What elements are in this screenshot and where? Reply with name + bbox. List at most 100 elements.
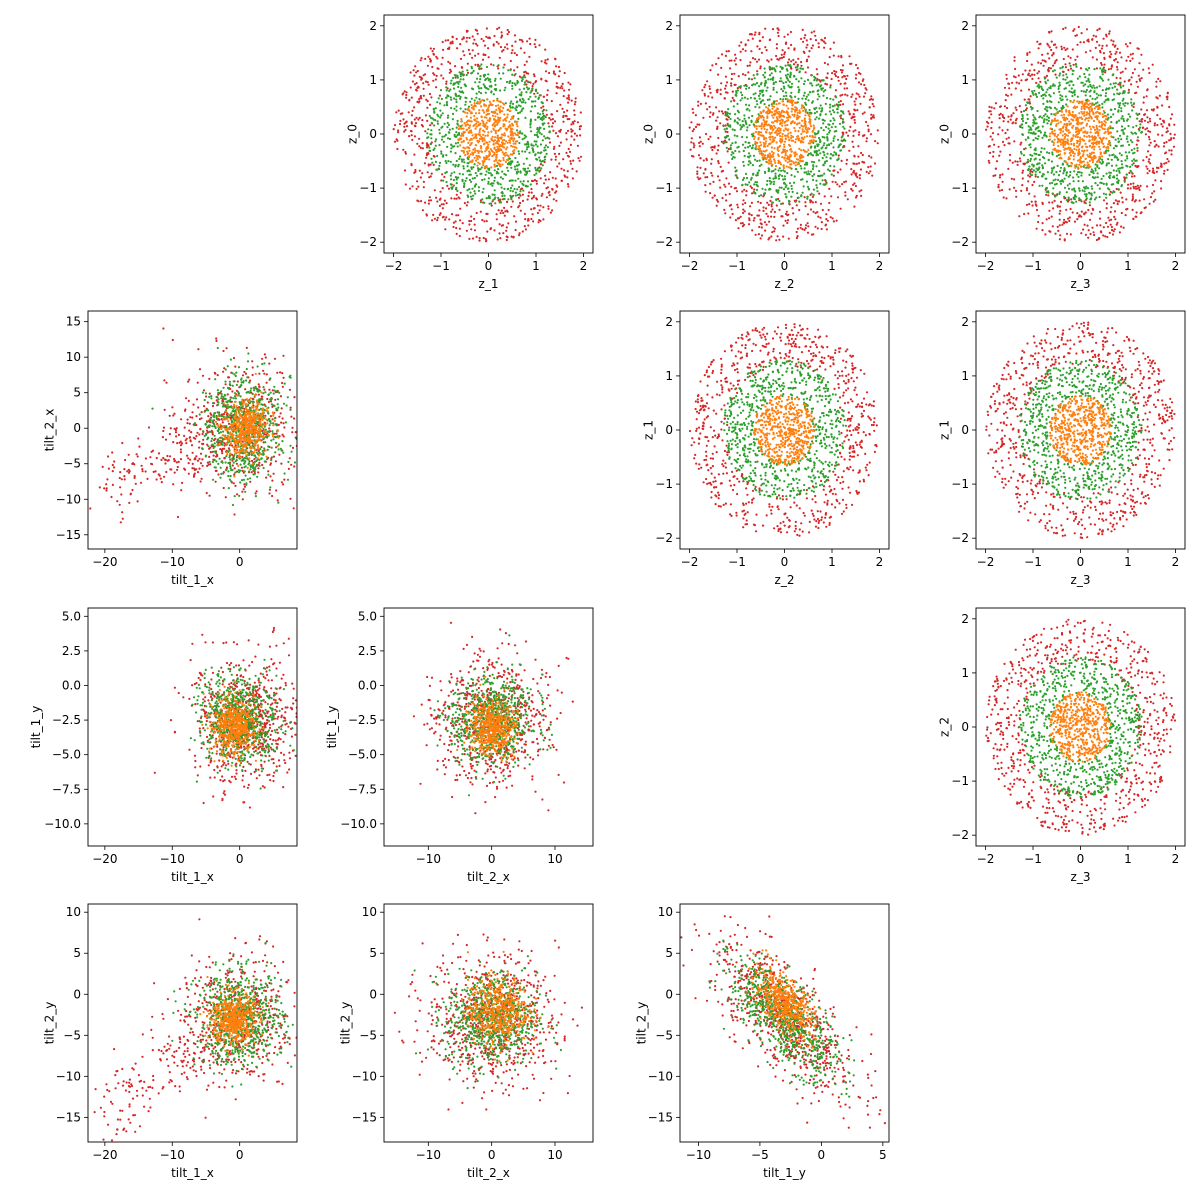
- scatter-point: [480, 147, 483, 150]
- scatter-point: [502, 72, 505, 75]
- scatter-point: [538, 209, 541, 212]
- scatter-point: [824, 42, 827, 45]
- scatter-point: [529, 120, 532, 123]
- scatter-point: [772, 82, 775, 86]
- scatter-point: [497, 100, 500, 103]
- scatter-point: [1147, 130, 1150, 133]
- scatter-point: [822, 129, 825, 132]
- scatter-point: [1115, 50, 1118, 54]
- scatter-point: [1031, 73, 1034, 76]
- scatter-point: [1111, 127, 1114, 130]
- scatter-point: [1042, 121, 1045, 124]
- scatter-point: [474, 127, 477, 130]
- scatter-point: [760, 131, 763, 134]
- scatter-point: [1061, 95, 1064, 98]
- scatter-point: [1080, 31, 1083, 35]
- scatter-point: [761, 134, 764, 137]
- scatter-point: [820, 88, 823, 91]
- scatter-point: [555, 65, 558, 68]
- scatter-point: [547, 178, 551, 181]
- scatter-point: [758, 131, 761, 134]
- scatter-point: [431, 161, 434, 164]
- scatter-point: [1019, 160, 1022, 163]
- scatter-point: [1002, 196, 1005, 199]
- scatter-point: [1059, 72, 1062, 75]
- scatter-point: [1085, 80, 1088, 83]
- scatter-point: [772, 151, 775, 155]
- scatter-point: [806, 195, 809, 198]
- scatter-point: [806, 58, 809, 61]
- scatter-point: [1042, 102, 1045, 105]
- scatter-point: [1169, 132, 1172, 135]
- scatter-point: [433, 155, 436, 158]
- scatter-point: [754, 191, 757, 194]
- scatter-point: [469, 173, 472, 176]
- scatter-point: [856, 176, 859, 179]
- scatter-point: [1121, 70, 1124, 73]
- scatter-point: [1117, 102, 1120, 105]
- scatter-point: [994, 102, 998, 105]
- scatter-point: [526, 170, 529, 173]
- scatter-point: [1115, 76, 1118, 79]
- scatter-point: [1013, 178, 1016, 181]
- scatter-point: [1008, 142, 1011, 145]
- scatter-point: [454, 152, 457, 155]
- scatter-point: [779, 139, 782, 143]
- scatter-point: [843, 181, 846, 184]
- scatter-point: [1089, 95, 1092, 98]
- scatter-point: [480, 135, 483, 138]
- scatter-point: [744, 172, 748, 175]
- scatter-point: [987, 122, 990, 125]
- scatter-point: [824, 147, 827, 150]
- scatter-point: [731, 157, 734, 161]
- scatter-point: [491, 139, 494, 142]
- scatter-point: [442, 48, 445, 52]
- scatter-point: [725, 199, 728, 202]
- scatter-point: [447, 187, 451, 190]
- scatter-point: [1143, 198, 1146, 201]
- scatter-point: [1087, 229, 1090, 232]
- scatter-point: [442, 77, 445, 80]
- scatter-point: [742, 149, 745, 153]
- scatter-point: [473, 217, 476, 221]
- scatter-point: [511, 123, 514, 126]
- scatter-point: [508, 157, 511, 160]
- scatter-point: [804, 224, 808, 227]
- scatter-point: [813, 150, 816, 153]
- scatter-point: [522, 87, 526, 90]
- scatter-point: [518, 204, 521, 207]
- scatter-point: [436, 122, 439, 125]
- scatter-point: [783, 143, 786, 146]
- series-1-points: [426, 63, 551, 205]
- scatter-point: [456, 74, 459, 78]
- scatter-point: [573, 120, 576, 123]
- scatter-point: [782, 85, 786, 88]
- scatter-point: [784, 64, 787, 67]
- scatter-point: [1085, 195, 1088, 198]
- scatter-point: [1151, 171, 1154, 174]
- scatter-point: [508, 139, 512, 142]
- scatter-point: [548, 125, 551, 128]
- scatter-point: [483, 139, 486, 142]
- scatter-point: [428, 176, 431, 179]
- scatter-point: [833, 70, 836, 73]
- scatter-point: [471, 134, 474, 137]
- scatter-point: [1118, 231, 1121, 234]
- scatter-point: [762, 195, 765, 198]
- scatter-point: [1044, 233, 1047, 236]
- scatter-point: [800, 136, 804, 139]
- scatter-point: [1113, 228, 1116, 231]
- scatter-point: [779, 57, 782, 60]
- scatter-point: [801, 119, 804, 122]
- scatter-point: [467, 107, 470, 110]
- scatter-point: [1112, 169, 1115, 172]
- scatter-point: [488, 112, 491, 115]
- scatter-point: [740, 91, 743, 94]
- scatter-point: [465, 177, 468, 180]
- series-2-points: [457, 98, 520, 169]
- scatter-point: [509, 124, 512, 127]
- scatter-point: [813, 75, 816, 78]
- scatter-point: [759, 152, 762, 155]
- scatter-point: [497, 104, 500, 107]
- scatter-point: [515, 172, 519, 175]
